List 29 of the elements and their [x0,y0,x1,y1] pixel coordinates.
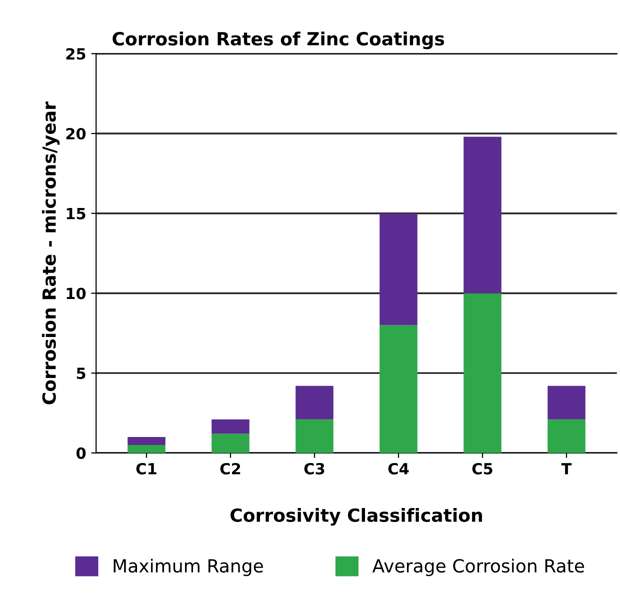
x-tick-label: C1 [136,462,156,475]
y-tick-label: 5 [76,368,86,380]
x-tick-label: C3 [304,462,324,475]
x-axis-title: Corrosivity Classification [230,508,482,526]
y-tick-label: 0 [76,447,86,459]
bar [296,419,334,453]
y-tick-label: 15 [66,208,86,220]
bar [464,293,502,453]
x-tick-label: T [561,463,572,474]
bar [296,386,334,420]
y-tick-label: 10 [66,288,86,300]
x-tick-label: C2 [220,462,240,475]
chart-title: Corrosion Rates of Zinc Coatings [112,32,444,50]
bar [380,213,418,326]
legend-label: Average Corrosion Rate [372,558,584,576]
x-tick-label: C5 [472,462,492,475]
y-tick-label: 25 [66,48,86,60]
bar [128,444,166,453]
bar [212,434,250,453]
bar [548,386,586,420]
bar [548,419,586,453]
bar [128,436,166,445]
legend-label: Maximum Range [114,558,263,576]
y-tick-label: 20 [66,128,86,140]
bar [464,136,502,294]
bar [212,419,250,434]
x-tick-label: C4 [388,462,409,475]
y-axis-title: Corrosion Rate - microns/year [42,102,60,404]
bar [380,325,418,453]
